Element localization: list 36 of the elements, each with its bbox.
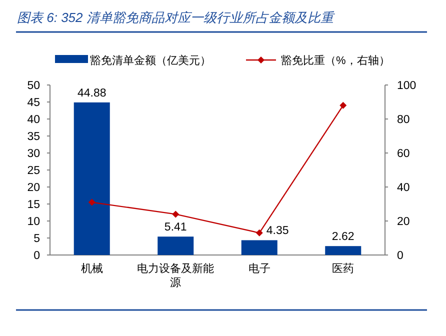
y2-tick-label: 20 bbox=[397, 216, 410, 228]
y2-tick-label: 60 bbox=[397, 148, 410, 160]
bar bbox=[74, 102, 110, 255]
chart-title: 图表 6: 352 清单豁免商品对应一级行业所占金额及比重 bbox=[17, 10, 336, 25]
point bbox=[256, 229, 263, 236]
legend-label: 豁免清单金额（亿美元） bbox=[90, 54, 211, 67]
y-tick-label: 25 bbox=[27, 165, 40, 177]
y2-tick-label: 80 bbox=[397, 114, 410, 126]
bar bbox=[325, 246, 362, 255]
data-label: 4.35 bbox=[266, 225, 289, 238]
y-tick-label: 0 bbox=[34, 250, 40, 262]
point bbox=[88, 198, 96, 206]
bar bbox=[158, 236, 194, 255]
data-label: 5.41 bbox=[164, 222, 187, 234]
y-tick-label: 20 bbox=[27, 182, 40, 194]
y2-tick-label: 100 bbox=[397, 80, 416, 92]
y-tick-label: 45 bbox=[27, 97, 40, 109]
x-tick-label: 电子 bbox=[248, 262, 270, 275]
data-label: 2.62 bbox=[332, 231, 354, 244]
point bbox=[340, 102, 347, 109]
y-tick-label: 30 bbox=[27, 148, 40, 160]
y-tick-label: 40 bbox=[27, 114, 40, 126]
bar bbox=[241, 240, 278, 255]
x-tick-label: 电力设备及新能源 bbox=[137, 262, 214, 289]
y-tick-label: 10 bbox=[27, 216, 40, 228]
data-label: 44.88 bbox=[77, 87, 106, 100]
y-tick-label: 15 bbox=[27, 199, 40, 211]
x-tick-label: 医药 bbox=[332, 262, 354, 275]
x-tick-label: 机械 bbox=[80, 262, 103, 275]
y2-tick-label: 40 bbox=[397, 182, 410, 194]
legend-label: 豁免比重（%，右轴） bbox=[281, 54, 390, 67]
y-tick-label: 5 bbox=[34, 233, 40, 245]
y-tick-label: 35 bbox=[27, 131, 40, 143]
point bbox=[172, 210, 180, 218]
y2-tick-label: 0 bbox=[397, 250, 404, 262]
y-tick-label: 50 bbox=[27, 80, 40, 92]
